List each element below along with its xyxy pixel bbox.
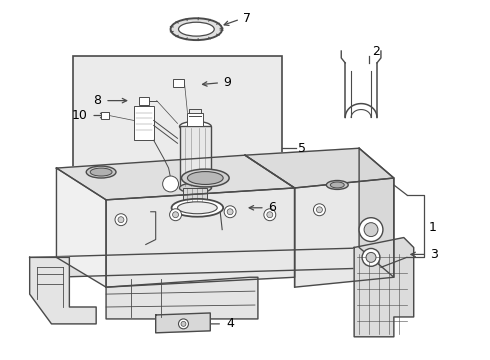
Circle shape xyxy=(163,176,178,192)
Circle shape xyxy=(181,321,186,327)
Ellipse shape xyxy=(178,22,214,36)
Polygon shape xyxy=(106,277,258,319)
Bar xyxy=(188,113,203,126)
Text: 2: 2 xyxy=(372,45,380,58)
Circle shape xyxy=(359,218,383,242)
Polygon shape xyxy=(56,168,106,287)
Polygon shape xyxy=(156,313,210,333)
Circle shape xyxy=(224,206,236,218)
Text: 9: 9 xyxy=(223,76,231,89)
Ellipse shape xyxy=(188,172,223,184)
Bar xyxy=(74,56,282,225)
Polygon shape xyxy=(106,188,294,287)
Ellipse shape xyxy=(177,202,217,214)
Polygon shape xyxy=(56,155,294,200)
Circle shape xyxy=(227,209,233,215)
Circle shape xyxy=(366,252,376,262)
Circle shape xyxy=(118,217,124,223)
Text: 5: 5 xyxy=(297,142,306,155)
Ellipse shape xyxy=(86,166,116,178)
Ellipse shape xyxy=(172,199,223,217)
Polygon shape xyxy=(354,238,414,337)
Circle shape xyxy=(178,319,189,329)
Ellipse shape xyxy=(171,18,222,40)
Ellipse shape xyxy=(179,183,211,193)
Polygon shape xyxy=(245,148,394,188)
Bar xyxy=(179,126,211,188)
Circle shape xyxy=(314,204,325,216)
Circle shape xyxy=(172,212,178,218)
Polygon shape xyxy=(30,247,394,277)
Circle shape xyxy=(264,209,276,221)
Text: 6: 6 xyxy=(268,201,276,214)
Bar xyxy=(139,96,149,105)
Circle shape xyxy=(317,207,322,213)
Text: 8: 8 xyxy=(93,94,101,107)
Bar xyxy=(172,79,184,87)
Text: 3: 3 xyxy=(431,248,439,261)
Circle shape xyxy=(170,209,181,221)
Text: 7: 7 xyxy=(243,12,251,25)
Polygon shape xyxy=(294,178,394,287)
Bar xyxy=(183,188,207,206)
Bar xyxy=(134,105,154,140)
Ellipse shape xyxy=(330,182,344,188)
Circle shape xyxy=(115,214,127,226)
Ellipse shape xyxy=(181,169,229,187)
Text: 10: 10 xyxy=(72,109,87,122)
Ellipse shape xyxy=(90,168,112,176)
Circle shape xyxy=(364,223,378,237)
Circle shape xyxy=(362,248,380,266)
Polygon shape xyxy=(30,257,96,324)
Polygon shape xyxy=(359,148,394,277)
Ellipse shape xyxy=(326,180,348,189)
Circle shape xyxy=(267,212,273,218)
Text: 4: 4 xyxy=(226,318,234,330)
Text: 1: 1 xyxy=(429,221,437,234)
Bar xyxy=(101,112,109,120)
Ellipse shape xyxy=(179,121,211,131)
